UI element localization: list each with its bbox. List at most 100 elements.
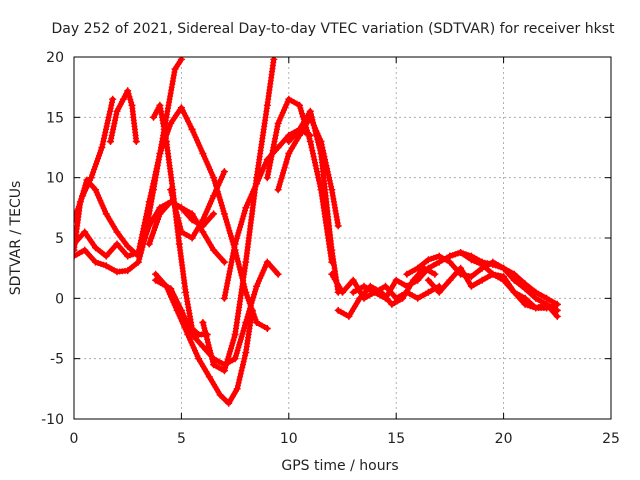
data-point bbox=[446, 276, 454, 284]
data-point bbox=[145, 198, 153, 206]
data-point bbox=[81, 228, 89, 236]
data-point bbox=[403, 270, 411, 278]
data-point bbox=[109, 95, 117, 103]
data-point bbox=[317, 150, 325, 157]
data-point bbox=[248, 306, 256, 314]
series-arc-7 bbox=[150, 101, 211, 338]
data-point bbox=[98, 144, 106, 151]
data-point bbox=[392, 276, 400, 284]
data-point bbox=[152, 270, 160, 278]
data-point bbox=[199, 228, 207, 236]
data-point bbox=[553, 312, 561, 320]
data-point bbox=[162, 138, 170, 145]
data-point bbox=[345, 312, 353, 320]
data-point bbox=[424, 288, 432, 296]
data-point bbox=[92, 258, 99, 266]
data-point bbox=[399, 294, 407, 302]
data-point bbox=[102, 210, 110, 218]
data-point bbox=[74, 252, 78, 260]
x-tick-label: 0 bbox=[70, 431, 79, 447]
data-point bbox=[553, 300, 561, 308]
series-arc-11 bbox=[152, 270, 256, 407]
data-point bbox=[263, 174, 271, 182]
data-point bbox=[220, 258, 228, 266]
data-point bbox=[162, 282, 170, 290]
data-point bbox=[339, 288, 346, 296]
data-point bbox=[500, 264, 508, 272]
data-point bbox=[274, 119, 282, 127]
data-point bbox=[435, 258, 443, 266]
x-tick-label: 25 bbox=[602, 431, 620, 447]
data-point bbox=[435, 288, 443, 296]
data-point bbox=[328, 246, 336, 254]
data-point bbox=[510, 276, 518, 284]
data-point bbox=[124, 252, 132, 260]
data-point bbox=[87, 174, 95, 182]
data-point bbox=[467, 256, 475, 264]
data-point bbox=[242, 204, 250, 212]
data-point bbox=[128, 101, 136, 109]
data-point bbox=[478, 261, 486, 268]
data-point bbox=[113, 107, 121, 115]
data-point bbox=[195, 355, 203, 363]
x-axis-label: GPS time / hours bbox=[281, 458, 398, 474]
data-point bbox=[403, 282, 411, 290]
chart-title: Day 252 of 2021, Sidereal Day-to-day VTE… bbox=[52, 21, 615, 37]
data-point bbox=[457, 264, 465, 272]
data-point bbox=[124, 242, 132, 250]
data-point bbox=[349, 276, 357, 284]
series-arc-2 bbox=[107, 87, 140, 145]
data-point bbox=[216, 391, 224, 399]
data-point bbox=[500, 276, 508, 284]
x-tick-label: 5 bbox=[177, 431, 186, 447]
data-point bbox=[371, 288, 379, 296]
y-tick-label: -10 bbox=[41, 412, 64, 428]
data-point bbox=[113, 268, 121, 276]
data-point bbox=[81, 246, 89, 254]
data-point bbox=[210, 246, 218, 254]
data-point bbox=[145, 240, 153, 248]
data-point bbox=[150, 113, 157, 121]
y-tick-label: 5 bbox=[55, 231, 64, 247]
data-point bbox=[382, 282, 389, 290]
x-tick-labels: 0 5 10 15 20 25 bbox=[70, 431, 620, 447]
data-point bbox=[188, 234, 196, 242]
data-point bbox=[177, 104, 185, 112]
data-point bbox=[388, 300, 396, 308]
data-point bbox=[134, 258, 142, 266]
data-point bbox=[532, 294, 540, 302]
data-point bbox=[242, 349, 250, 357]
data-point bbox=[173, 306, 181, 314]
data-point bbox=[132, 138, 140, 145]
data-point bbox=[424, 264, 432, 272]
data-point bbox=[414, 276, 422, 284]
data-point bbox=[210, 192, 218, 200]
data-point bbox=[431, 270, 439, 278]
data-point bbox=[134, 252, 142, 260]
data-point bbox=[231, 331, 239, 338]
y-tick-label: 20 bbox=[46, 50, 64, 66]
data-point bbox=[382, 294, 389, 302]
series-arc-14 bbox=[263, 95, 336, 266]
data-point bbox=[334, 306, 342, 314]
data-point bbox=[199, 343, 207, 351]
data-point bbox=[182, 288, 190, 296]
x-tick-label: 15 bbox=[387, 431, 405, 447]
data-point bbox=[457, 249, 465, 256]
data-point bbox=[175, 240, 183, 248]
y-tick-labels: -10 -5 0 5 10 15 20 bbox=[41, 50, 64, 428]
data-point bbox=[107, 138, 114, 145]
data-point bbox=[171, 65, 179, 73]
data-point bbox=[467, 273, 475, 281]
series-arc-9 bbox=[188, 125, 271, 332]
data-point bbox=[124, 267, 132, 275]
data-point bbox=[424, 256, 432, 264]
series-arc-22 bbox=[446, 249, 561, 312]
data-point bbox=[242, 258, 250, 266]
data-point bbox=[220, 210, 228, 218]
data-point bbox=[199, 150, 207, 157]
data-point bbox=[489, 270, 497, 278]
data-point bbox=[356, 294, 364, 302]
data-point bbox=[177, 228, 185, 236]
